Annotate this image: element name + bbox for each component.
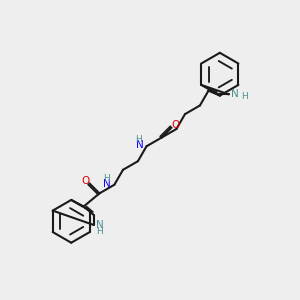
Text: O: O [81,176,90,186]
Text: N: N [136,140,143,150]
Text: N: N [96,220,103,230]
Text: N: N [103,178,111,189]
Text: H: H [96,227,103,236]
Text: O: O [171,120,179,130]
Text: H: H [135,135,142,144]
Text: N: N [231,89,239,99]
Text: H: H [241,92,247,101]
Text: H: H [103,174,110,183]
